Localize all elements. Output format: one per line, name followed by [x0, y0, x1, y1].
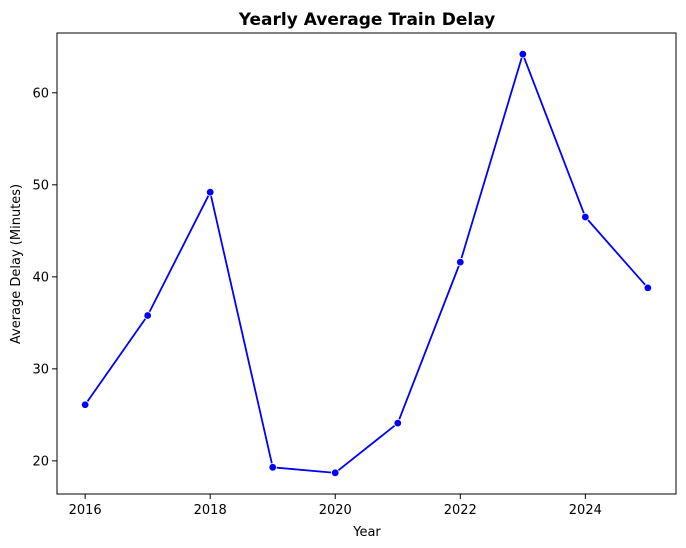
y-axis-label: Average Delay (Minutes)	[9, 184, 24, 344]
data-point	[393, 418, 402, 428]
y-tick-label: 30	[32, 362, 49, 377]
chart-title: Yearly Average Train Delay	[238, 10, 496, 30]
series-line	[84, 53, 649, 474]
data-point	[268, 463, 277, 472]
data-point	[643, 283, 653, 293]
data-point	[581, 212, 590, 222]
data-point	[456, 257, 465, 267]
x-axis: 2016 2018 2020 2022 2024	[69, 494, 602, 518]
x-tick-label: 2022	[444, 503, 477, 518]
data-point	[331, 468, 340, 478]
y-axis: 20 30 40 50 60	[32, 86, 57, 469]
plot-frame	[56, 32, 677, 495]
x-tick-label: 2018	[194, 503, 227, 518]
data-point	[205, 187, 215, 197]
y-tick-label: 40	[32, 270, 49, 285]
y-tick-label: 60	[32, 86, 49, 101]
data-point	[143, 311, 152, 320]
data-point	[80, 400, 90, 409]
y-tick-label: 50	[32, 178, 49, 193]
y-tick-label: 20	[32, 454, 49, 469]
x-axis-label: Year	[352, 525, 381, 540]
data-point	[518, 49, 528, 59]
x-tick-label: 2024	[569, 503, 602, 518]
x-tick-label: 2020	[319, 503, 352, 518]
x-tick-label: 2016	[69, 503, 102, 518]
plot-area	[80, 49, 653, 478]
